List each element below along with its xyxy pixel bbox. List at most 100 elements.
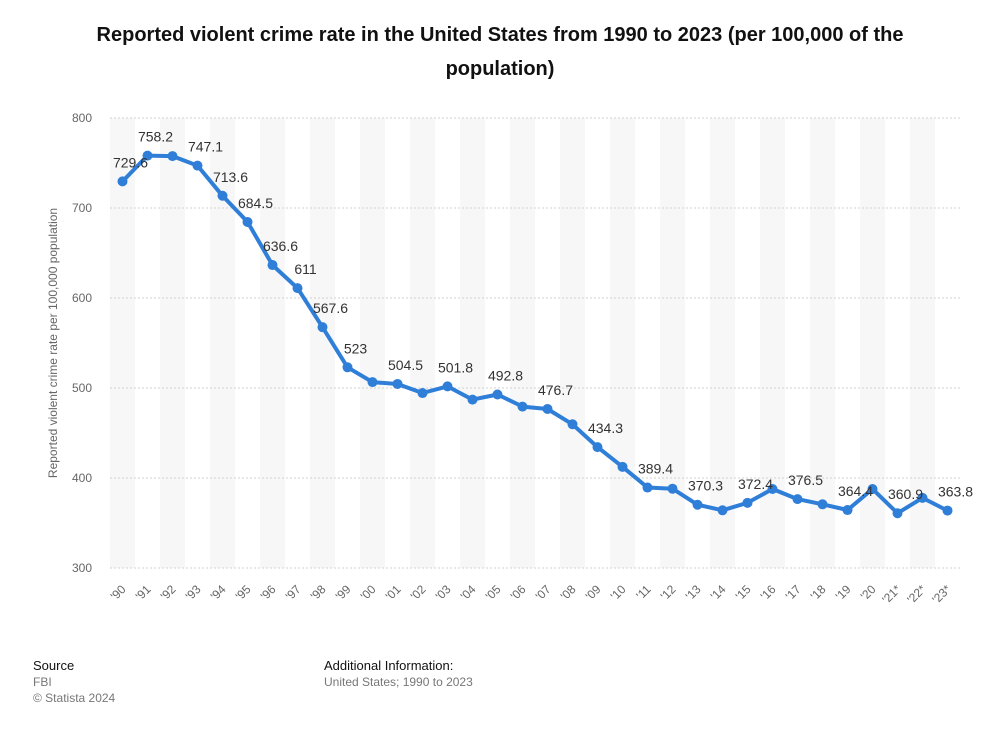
- data-point: [492, 389, 503, 400]
- x-axis-ticks: '90'91'92'93'94'95'96'97'98'99'00'01'02 '…: [108, 582, 954, 606]
- data-label: 370.3: [688, 478, 723, 494]
- x-tick-label: '14: [708, 582, 729, 603]
- data-label: 360.9: [888, 486, 923, 502]
- data-label: 567.6: [313, 300, 348, 316]
- column-band: [360, 118, 385, 568]
- column-band: [410, 118, 435, 568]
- source-block: Source FBI © Statista 2024: [33, 658, 115, 706]
- column-band: [585, 118, 610, 568]
- data-point: [217, 190, 228, 201]
- column-band: [560, 118, 585, 568]
- data-point: [917, 492, 928, 503]
- x-tick-label: '12: [658, 582, 679, 603]
- x-tick-label: '19: [833, 582, 854, 603]
- column-band: [135, 118, 160, 568]
- data-label: 389.4: [638, 461, 673, 477]
- data-point: [642, 482, 653, 493]
- x-tick-label: '97: [283, 582, 304, 603]
- column-band: [810, 118, 835, 568]
- column-band: [760, 118, 785, 568]
- y-tick-label: 600: [72, 291, 92, 305]
- data-point: [942, 505, 953, 516]
- data-point: [592, 442, 603, 453]
- data-label: 501.8: [438, 359, 473, 375]
- x-tick-label: '20: [858, 582, 879, 603]
- x-tick-label: '18: [808, 582, 829, 603]
- x-tick-label: '07: [533, 582, 554, 603]
- column-band: [535, 118, 560, 568]
- data-point: [417, 388, 428, 399]
- column-band: [935, 118, 960, 568]
- column-band: [110, 118, 135, 568]
- x-tick-label: '11: [633, 582, 654, 603]
- x-tick-label: '99: [333, 582, 354, 603]
- column-band: [660, 118, 685, 568]
- x-tick-label: '17: [783, 582, 804, 603]
- data-point: [867, 483, 878, 494]
- x-tick-label: '08: [558, 582, 579, 603]
- column-band: [785, 118, 810, 568]
- x-tick-label: '06: [508, 582, 529, 603]
- data-point: [392, 378, 403, 389]
- data-point: [367, 377, 378, 388]
- data-point: [467, 394, 478, 405]
- column-band: [885, 118, 910, 568]
- data-point: [117, 176, 128, 187]
- x-tick-label: '00: [358, 582, 379, 603]
- x-tick-label: '03: [433, 582, 454, 603]
- data-label: 434.3: [588, 420, 623, 436]
- data-point: [667, 483, 678, 494]
- data-point: [292, 283, 303, 294]
- data-label: 729.6: [113, 154, 148, 170]
- data-point: [167, 151, 178, 162]
- chart-title: Reported violent crime rate in the Unite…: [96, 24, 904, 80]
- data-point: [817, 499, 828, 510]
- column-band: [510, 118, 535, 568]
- data-point: [517, 401, 528, 412]
- x-tick-label: '93: [183, 582, 204, 603]
- y-axis-label: Reported violent crime rate per 100,000 …: [46, 208, 60, 478]
- x-tick-label: '23*: [929, 582, 953, 606]
- column-band: [610, 118, 635, 568]
- x-tick-label: '10: [608, 582, 629, 603]
- x-tick-label: '92: [158, 582, 179, 603]
- column-band: [735, 118, 760, 568]
- data-point: [142, 150, 153, 161]
- source-link[interactable]: FBI: [33, 675, 52, 689]
- column-band: [685, 118, 710, 568]
- x-tick-label: '01: [383, 582, 404, 603]
- y-tick-label: 300: [72, 561, 92, 575]
- column-band: [485, 118, 510, 568]
- data-points: [117, 150, 953, 519]
- y-tick-label: 700: [72, 201, 92, 215]
- copyright-text: © Statista 2024: [33, 691, 116, 705]
- column-band: [835, 118, 860, 568]
- data-label: 713.6: [213, 169, 248, 185]
- x-tick-label: '91: [133, 582, 154, 603]
- column-band: [260, 118, 285, 568]
- x-tick-label: '98: [308, 582, 329, 603]
- data-point: [242, 216, 253, 227]
- column-band: [385, 118, 410, 568]
- column-band: [160, 118, 185, 568]
- data-point: [717, 505, 728, 516]
- data-label: 476.7: [538, 382, 573, 398]
- x-tick-label: '94: [208, 582, 229, 603]
- data-point: [842, 505, 853, 516]
- data-point: [742, 497, 753, 508]
- data-label: 758.2: [138, 129, 173, 145]
- additional-info-text: United States; 1990 to 2023: [324, 675, 473, 689]
- x-tick-label: '90: [108, 582, 129, 603]
- data-point: [317, 322, 328, 333]
- x-tick-label: '95: [233, 582, 254, 603]
- x-tick-label: '09: [583, 582, 604, 603]
- x-tick-label: '21*: [879, 582, 903, 606]
- data-point: [542, 403, 553, 414]
- additional-info-heading: Additional Information:: [324, 658, 454, 673]
- x-tick-label: '04: [458, 582, 479, 603]
- data-label: 636.6: [263, 238, 298, 254]
- x-tick-label: '02: [408, 582, 429, 603]
- data-label: 492.8: [488, 367, 523, 383]
- x-tick-label: '13: [683, 582, 704, 603]
